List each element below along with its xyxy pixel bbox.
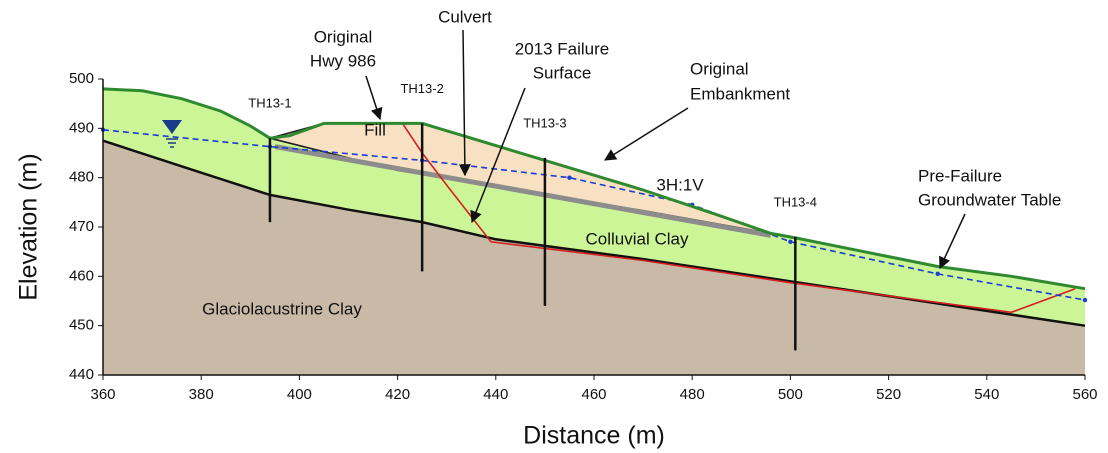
y-tick-label: 460 xyxy=(69,267,94,284)
x-tick-label: 500 xyxy=(778,386,803,403)
annotation: Surface xyxy=(533,63,592,82)
x-axis-title: Distance (m) xyxy=(523,422,665,450)
x-tick-label: 520 xyxy=(876,386,901,403)
x-tick-label: 380 xyxy=(189,386,214,403)
annotation: Colluvial Clay xyxy=(586,229,689,248)
x-tick-label: 440 xyxy=(483,386,508,403)
x-tick-label: 360 xyxy=(90,386,115,403)
annotation: Pre-Failure xyxy=(918,166,1002,185)
x-tick-label: 460 xyxy=(581,386,606,403)
x-tick-label: 560 xyxy=(1072,386,1097,403)
y-axis-title: Elevation (m) xyxy=(15,153,43,300)
arrow xyxy=(939,213,966,270)
failure-surface xyxy=(401,122,1076,314)
leader-arrows xyxy=(365,29,966,270)
annotation: Original xyxy=(314,27,373,46)
annotation: 2013 Failure xyxy=(515,39,610,58)
ground-surface xyxy=(102,87,1086,291)
annotation: Glaciolacustrine Clay xyxy=(202,299,362,318)
groundwater-table xyxy=(102,129,1086,301)
y-tick-label: 450 xyxy=(69,317,94,334)
axes: 360 380 400 420 440 460 480 500 520 540 560 440 450 4… xyxy=(69,70,1098,403)
groundwater-point xyxy=(1082,297,1088,303)
annotations: Original Hwy 986 Culvert 2013 Failure Su… xyxy=(162,7,1061,318)
annotation: 3H:1V xyxy=(656,175,704,194)
arrow xyxy=(458,29,471,177)
culvert xyxy=(274,144,772,238)
borehole-label: TH13-3 xyxy=(523,115,566,130)
groundwater-point xyxy=(788,239,793,244)
groundwater-point xyxy=(935,271,940,277)
annotation: Groundwater Table xyxy=(918,190,1061,209)
arrow xyxy=(365,75,383,121)
y-tick-label: 480 xyxy=(69,169,94,186)
layers: TH13-1 TH13-2 TH13-3 TH13-4 xyxy=(100,81,1088,375)
x-tick-label: 480 xyxy=(680,386,705,403)
x-tick-label: 420 xyxy=(385,386,410,403)
groundwater-point xyxy=(567,175,572,180)
y-tick-label: 470 xyxy=(69,218,94,235)
annotation: Fill xyxy=(364,120,386,139)
x-tick-label: 400 xyxy=(287,386,312,403)
arrow xyxy=(470,87,526,224)
arrow xyxy=(603,107,689,161)
y-tick-label: 500 xyxy=(69,70,94,87)
annotation: Original xyxy=(690,59,749,78)
x-tick-label: 540 xyxy=(974,386,999,403)
water-table-symbol xyxy=(162,120,182,148)
y-tick-label: 440 xyxy=(69,366,94,383)
borehole-label: TH13-2 xyxy=(400,81,443,96)
borehole-label: TH13-4 xyxy=(774,194,817,209)
annotation: Hwy 986 xyxy=(310,51,376,70)
annotation: Embankment xyxy=(690,84,790,103)
annotation: Culvert xyxy=(438,7,492,26)
glaciolacustrine-clay xyxy=(103,140,1085,375)
y-tick-label: 490 xyxy=(69,119,94,136)
borehole-label: TH13-1 xyxy=(248,96,291,111)
